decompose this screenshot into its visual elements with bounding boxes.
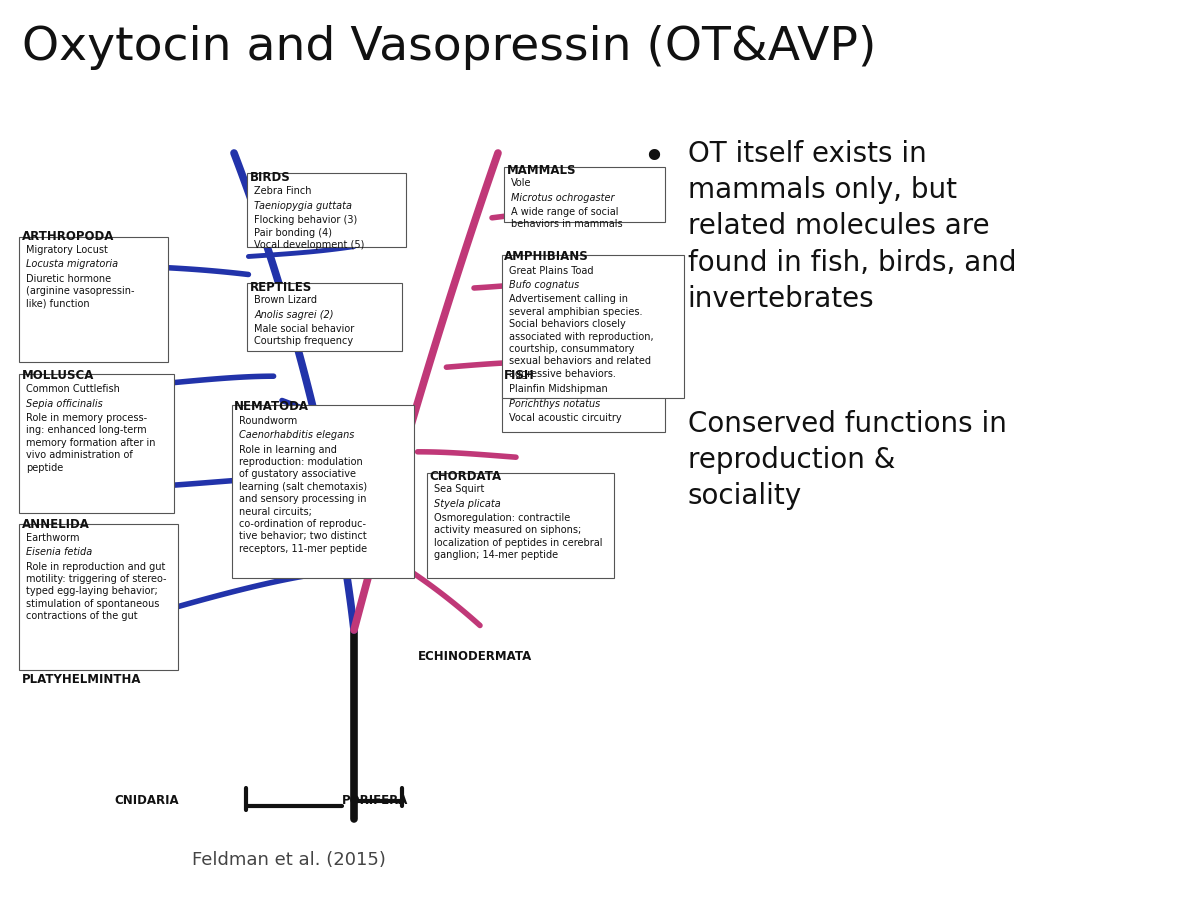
- Text: MOLLUSCA: MOLLUSCA: [22, 369, 94, 382]
- Text: PORIFERA: PORIFERA: [342, 794, 408, 806]
- Text: Plainfin Midshipman: Plainfin Midshipman: [509, 384, 607, 394]
- Text: Role in reproduction and gut
motility: triggering of stereo-
typed egg-laying be: Role in reproduction and gut motility: t…: [26, 562, 167, 621]
- Text: Diuretic hormone
(arginine vasopressin-
like) function: Diuretic hormone (arginine vasopressin- …: [26, 274, 134, 309]
- FancyBboxPatch shape: [247, 283, 402, 351]
- Text: Oxytocin and Vasopressin (OT&AVP): Oxytocin and Vasopressin (OT&AVP): [22, 25, 876, 70]
- Text: ARTHROPODA: ARTHROPODA: [22, 230, 114, 242]
- Text: Eisenia fetida: Eisenia fetida: [26, 547, 92, 557]
- Text: Role in learning and
reproduction: modulation
of gustatory associative
learning : Role in learning and reproduction: modul…: [239, 445, 367, 554]
- Text: Bufo cognatus: Bufo cognatus: [509, 280, 580, 290]
- Text: Caenorhabditis elegans: Caenorhabditis elegans: [239, 430, 354, 440]
- Text: REPTILES: REPTILES: [250, 281, 312, 293]
- FancyBboxPatch shape: [502, 373, 665, 432]
- Text: OT itself exists in
mammals only, but
related molecules are
found in fish, birds: OT itself exists in mammals only, but re…: [688, 140, 1016, 313]
- Text: Brown Lizard: Brown Lizard: [254, 295, 317, 305]
- Text: MAMMALS: MAMMALS: [506, 164, 576, 176]
- FancyBboxPatch shape: [19, 524, 178, 670]
- Text: CHORDATA: CHORDATA: [430, 470, 502, 482]
- Text: NEMATODA: NEMATODA: [234, 400, 310, 413]
- Text: •: •: [642, 410, 665, 447]
- Text: Locusta migratoria: Locusta migratoria: [26, 259, 119, 269]
- Text: Vocal acoustic circuitry: Vocal acoustic circuitry: [509, 413, 622, 423]
- Text: Roundworm: Roundworm: [239, 416, 298, 426]
- Text: •: •: [642, 140, 665, 177]
- Text: Feldman et al. (2015): Feldman et al. (2015): [192, 851, 386, 869]
- Text: Advertisement calling in
several amphibian species.
Social behaviors closely
ass: Advertisement calling in several amphibi…: [509, 294, 654, 379]
- FancyBboxPatch shape: [19, 237, 168, 362]
- Text: ANNELIDA: ANNELIDA: [22, 518, 90, 530]
- Text: Sea Squirt: Sea Squirt: [434, 484, 485, 494]
- Text: Porichthys notatus: Porichthys notatus: [509, 399, 600, 409]
- Text: Common Cuttlefish: Common Cuttlefish: [26, 384, 120, 394]
- Text: Male social behavior
Courtship frequency: Male social behavior Courtship frequency: [254, 324, 355, 346]
- Text: Taeniopygia guttata: Taeniopygia guttata: [254, 201, 353, 211]
- Text: Vole: Vole: [511, 178, 532, 188]
- Text: A wide range of social
behaviors in mammals: A wide range of social behaviors in mamm…: [511, 207, 623, 230]
- Text: Anolis sagrei (2): Anolis sagrei (2): [254, 310, 334, 320]
- Text: PLATYHELMINTHA: PLATYHELMINTHA: [22, 673, 142, 686]
- Text: FISH: FISH: [504, 369, 535, 382]
- FancyBboxPatch shape: [232, 405, 414, 578]
- Text: Flocking behavior (3)
Pair bonding (4)
Vocal development (5): Flocking behavior (3) Pair bonding (4) V…: [254, 215, 365, 250]
- Text: AMPHIBIANS: AMPHIBIANS: [504, 250, 589, 263]
- Text: Osmoregulation: contractile
activity measured on siphons;
localization of peptid: Osmoregulation: contractile activity mea…: [434, 513, 602, 560]
- Text: Sepia officinalis: Sepia officinalis: [26, 399, 103, 409]
- Text: Great Plains Toad: Great Plains Toad: [509, 266, 593, 275]
- Text: Migratory Locust: Migratory Locust: [26, 245, 108, 255]
- Text: Microtus ochrogaster: Microtus ochrogaster: [511, 193, 614, 202]
- FancyBboxPatch shape: [247, 173, 406, 247]
- Text: Conserved functions in
reproduction &
sociality: Conserved functions in reproduction & so…: [688, 410, 1007, 510]
- Text: BIRDS: BIRDS: [250, 171, 290, 184]
- FancyBboxPatch shape: [427, 473, 614, 578]
- Text: Earthworm: Earthworm: [26, 533, 80, 543]
- FancyBboxPatch shape: [504, 166, 665, 222]
- Text: Styela plicata: Styela plicata: [434, 499, 502, 508]
- Text: CNIDARIA: CNIDARIA: [114, 794, 179, 806]
- FancyBboxPatch shape: [19, 374, 174, 513]
- Text: Role in memory process-
ing: enhanced long-term
memory formation after in
vivo a: Role in memory process- ing: enhanced lo…: [26, 413, 156, 472]
- Text: ECHINODERMATA: ECHINODERMATA: [418, 650, 532, 662]
- FancyBboxPatch shape: [502, 255, 684, 398]
- Text: Zebra Finch: Zebra Finch: [254, 186, 312, 196]
